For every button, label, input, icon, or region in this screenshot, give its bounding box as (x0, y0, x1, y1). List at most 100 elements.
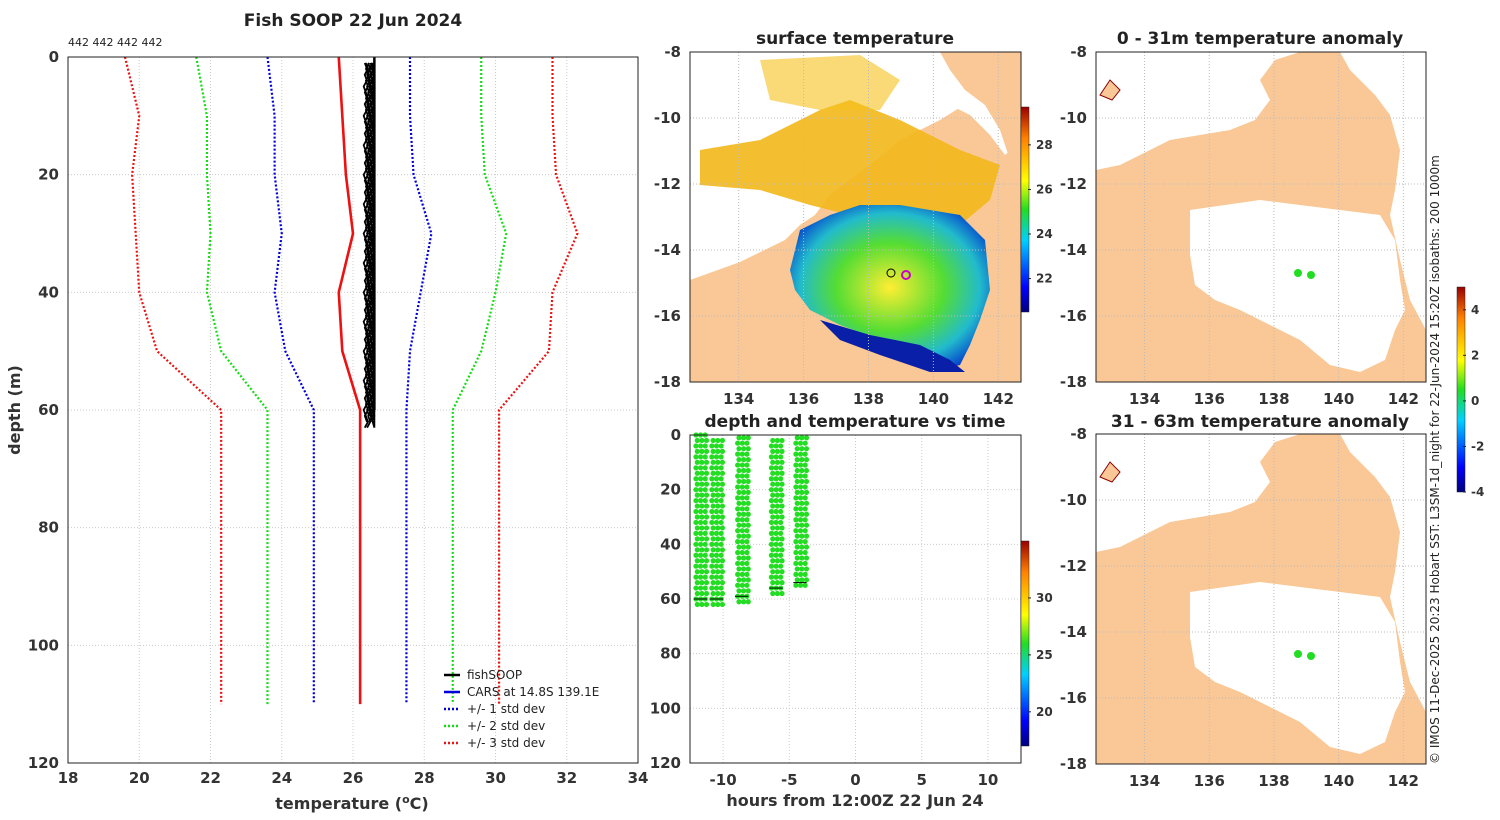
time-point (699, 492, 705, 498)
time-point (735, 506, 741, 512)
time-point (803, 533, 810, 539)
time-point (735, 528, 741, 534)
anom2-point-1 (1294, 650, 1302, 658)
time-point (768, 541, 775, 547)
anom1-point-2 (1307, 271, 1315, 279)
time-point (794, 446, 800, 452)
time-point (741, 467, 747, 474)
time-point (736, 500, 742, 506)
time-point (715, 470, 721, 476)
time-colorbar-ticks: 30 25 20 (1028, 591, 1053, 719)
time-point (773, 541, 779, 547)
time-point (715, 536, 721, 542)
time-point (774, 514, 780, 520)
time-point (718, 519, 724, 526)
time-point (709, 563, 715, 569)
time-xtick: -5 (781, 771, 798, 789)
time-point (744, 451, 750, 457)
time-point (703, 481, 710, 487)
time-point (745, 511, 751, 517)
cbar-tick: 22 (1036, 272, 1053, 286)
time-point (703, 448, 710, 454)
time-xtick: -10 (710, 771, 737, 789)
time-point (694, 481, 700, 487)
time-point (774, 459, 780, 465)
time-point (799, 511, 805, 517)
time-point (697, 487, 704, 493)
time-point (803, 544, 810, 550)
time-point (694, 569, 700, 575)
time-title: depth and temperature vs time (705, 412, 1006, 432)
time-point (778, 552, 784, 558)
time-point (773, 519, 779, 526)
map-xtick: 142 (983, 390, 1014, 408)
time-point (794, 544, 800, 550)
time-point (718, 563, 724, 569)
time-point (697, 454, 704, 460)
time-point (770, 558, 776, 564)
time-point (770, 569, 776, 575)
time-point (770, 536, 776, 542)
time-point (713, 585, 720, 591)
time-point (710, 536, 716, 542)
time-point (693, 476, 699, 482)
time-point (779, 569, 785, 575)
time-point (694, 525, 700, 531)
time-point (697, 530, 704, 537)
time-point (768, 563, 775, 569)
cbar-tick: -2 (1471, 439, 1484, 453)
time-point (794, 511, 800, 517)
time-point (745, 566, 751, 572)
time-point (697, 519, 704, 526)
time-point (774, 448, 780, 454)
time-point (735, 582, 741, 588)
time-point (736, 489, 742, 495)
time-point (745, 577, 751, 583)
time-point (703, 601, 710, 608)
anom-colorbar (1456, 286, 1466, 493)
time-point (709, 443, 715, 449)
time-point (770, 481, 776, 487)
time-point (719, 459, 726, 465)
time-point (794, 467, 800, 474)
time-point (797, 462, 804, 468)
time-point (741, 489, 747, 495)
time-point (736, 599, 742, 605)
time-point (702, 454, 708, 460)
time-point (745, 500, 751, 506)
time-point (803, 566, 810, 572)
time-xlabel: hours from 12:00Z 22 Jun 24 (726, 791, 983, 810)
time-point (694, 448, 700, 454)
profile-line--3-std-dev (123, 57, 223, 705)
time-point (793, 473, 799, 479)
time-point (719, 448, 726, 454)
time-point (744, 473, 750, 479)
time-point (797, 506, 804, 512)
time-point (745, 457, 751, 463)
legend-sd3: +/- 3 std dev (467, 736, 545, 750)
map-ytick: -8 (1070, 425, 1087, 443)
time-point (703, 580, 710, 586)
time-ytick: 0 (671, 426, 681, 444)
map-xtick: 138 (1258, 390, 1289, 408)
map-xtick: 140 (1323, 772, 1354, 790)
time-point (694, 590, 700, 597)
time-point (802, 451, 808, 457)
profile-xtick: 32 (556, 769, 577, 787)
time-point (745, 522, 751, 528)
cbar-tick: 24 (1036, 227, 1053, 241)
time-point (770, 459, 776, 465)
map-xtick: 134 (1129, 390, 1160, 408)
time-point (715, 558, 721, 564)
map-ytick: -12 (1060, 175, 1087, 193)
time-point (718, 530, 724, 537)
anom1-point-1 (1294, 269, 1302, 277)
time-point (736, 446, 742, 452)
time-point (741, 435, 747, 441)
time-point (739, 582, 745, 588)
time-point (802, 473, 808, 479)
time-point (735, 549, 741, 556)
time-point (768, 552, 775, 558)
map-ytick: -14 (1060, 623, 1087, 641)
time-point (768, 574, 775, 580)
